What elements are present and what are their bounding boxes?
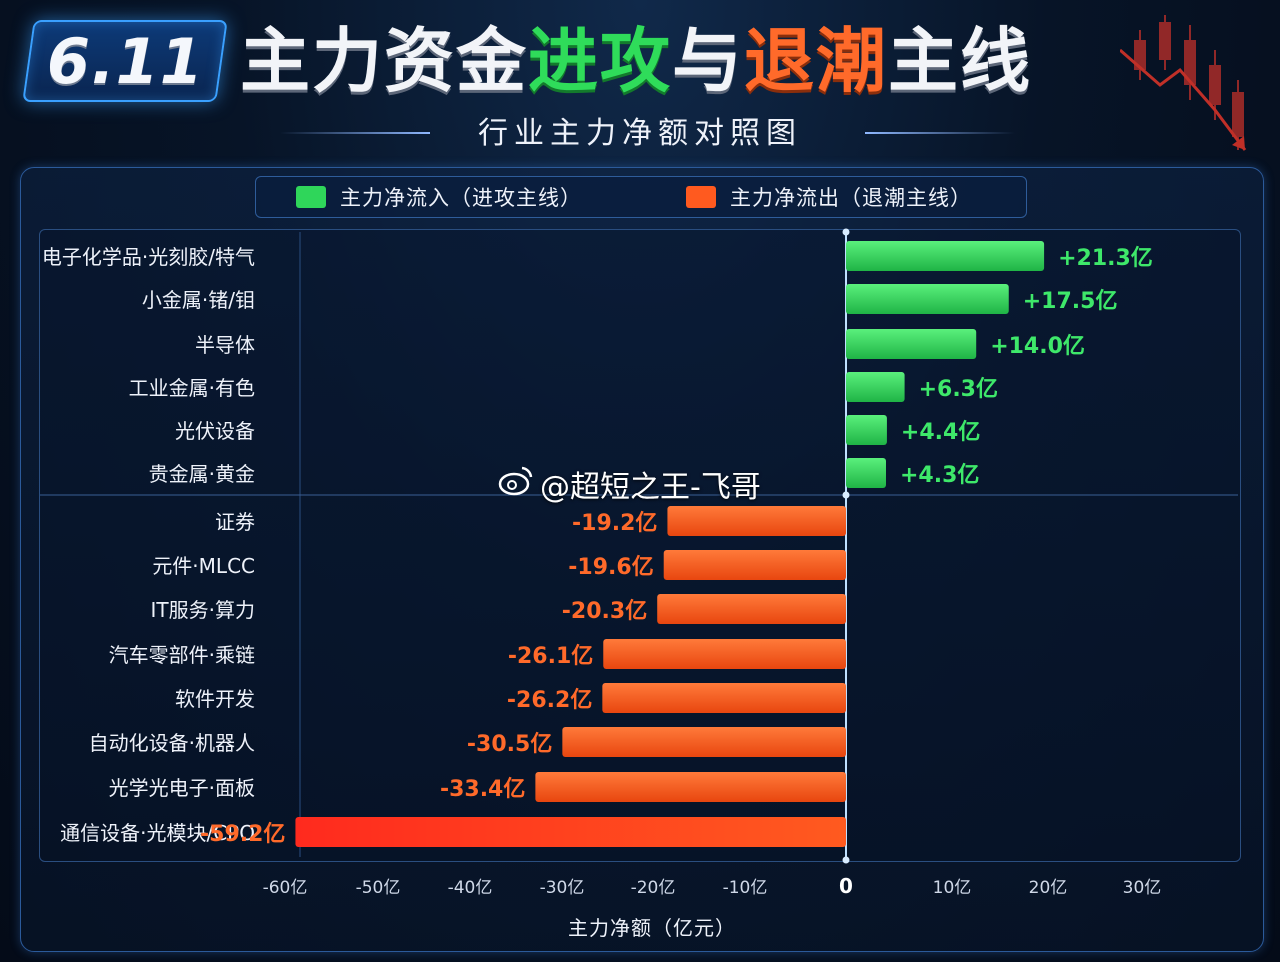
x-tick-label: 20亿: [1029, 878, 1068, 898]
bar: [562, 727, 846, 757]
legend-item-inflow: 主力净流入（进攻主线）: [296, 177, 582, 217]
value-label: +4.3亿: [900, 463, 979, 488]
category-label: 通信设备·光模块/CPO: [60, 821, 255, 845]
x-axis-title: 主力净额（亿元）: [568, 916, 736, 940]
bar: [846, 329, 977, 359]
value-label: +14.0亿: [990, 334, 1085, 359]
subtitle: 行业主力净额对照图: [478, 116, 802, 151]
value-label: +21.3亿: [1058, 246, 1153, 271]
bar: [846, 415, 887, 445]
subtitle-divider-right: [865, 132, 1015, 134]
title-part-5: 主线: [888, 20, 1032, 102]
weibo-icon: [498, 466, 533, 496]
category-label: 半导体: [195, 333, 255, 357]
bar: [657, 594, 846, 624]
value-label: -19.6亿: [568, 555, 653, 580]
header: 6.11 主力资金进攻与退潮主线 行业主力净额对照图: [0, 0, 1280, 165]
legend: 主力净流入（进攻主线） 主力净流出（退潮主线）: [255, 176, 1027, 218]
subtitle-divider-left: [280, 132, 430, 134]
zero-axis-dot-bottom: [842, 856, 850, 864]
category-label: 光学光电子·面板: [109, 776, 255, 800]
x-tick-label: 0: [839, 874, 853, 898]
x-tick-label: -10亿: [723, 878, 768, 898]
bar: [846, 372, 905, 402]
category-label: 元件·MLCC: [152, 554, 255, 578]
bar: [535, 772, 846, 802]
value-label: +4.4亿: [901, 420, 980, 445]
watermark: @超短之王-飞哥: [540, 470, 761, 505]
bar: [846, 284, 1009, 314]
value-label: -26.2亿: [507, 688, 592, 713]
value-label: +17.5亿: [1023, 289, 1118, 314]
title-part-1: 主力资金: [240, 20, 528, 102]
bar: [667, 506, 846, 536]
value-label: -33.4亿: [440, 777, 525, 802]
bar: [295, 817, 846, 847]
legend-swatch-outflow: [686, 186, 716, 208]
legend-swatch-inflow: [296, 186, 326, 208]
zero-axis-dot-top: [842, 228, 850, 236]
category-label: 软件开发: [175, 687, 255, 711]
value-label: +6.3亿: [919, 377, 998, 402]
x-tick-label: 10亿: [933, 878, 972, 898]
value-label: -26.1亿: [508, 644, 593, 669]
category-label: 汽车零部件·乘链: [109, 643, 255, 667]
category-label: IT服务·算力: [151, 598, 255, 622]
value-label: -59.2亿: [200, 822, 285, 847]
title-part-3: 与: [672, 20, 744, 102]
zero-axis-dot-mid: [842, 491, 850, 499]
legend-label-inflow: 主力净流入（进攻主线）: [340, 186, 582, 210]
bar: [602, 683, 846, 713]
category-label: 小金属·锗/钼: [142, 288, 255, 312]
bar: [846, 458, 886, 488]
category-label: 光伏设备: [175, 419, 255, 443]
value-label: -30.5亿: [467, 732, 552, 757]
x-tick-label: 30亿: [1123, 878, 1162, 898]
falling-candlestick-icon: [1120, 15, 1247, 151]
title-part-4: 退潮: [744, 20, 888, 102]
x-tick-label: -40亿: [448, 878, 493, 898]
category-label: 贵金属·黄金: [149, 462, 255, 486]
category-label: 工业金属·有色: [129, 376, 255, 400]
title-part-2: 进攻: [528, 20, 672, 102]
bar: [846, 241, 1045, 271]
bar: [663, 550, 846, 580]
page-title: 主力资金进攻与退潮主线: [240, 18, 1032, 104]
x-tick-label: -30亿: [540, 878, 585, 898]
value-label: -19.2亿: [572, 511, 657, 536]
category-label: 电子化学品·光刻胶/特气: [42, 245, 255, 269]
legend-item-outflow: 主力净流出（退潮主线）: [686, 177, 972, 217]
category-label: 证券: [215, 510, 255, 534]
category-label: 自动化设备·机器人: [89, 731, 255, 755]
value-label: -20.3亿: [562, 599, 647, 624]
x-tick-label: -60亿: [263, 878, 308, 898]
x-tick-label: -20亿: [631, 878, 676, 898]
subtitle-row: 行业主力净额对照图: [0, 112, 1280, 156]
x-tick-label: -50亿: [356, 878, 401, 898]
legend-label-outflow: 主力净流出（退潮主线）: [730, 186, 972, 210]
bar: [603, 639, 846, 669]
